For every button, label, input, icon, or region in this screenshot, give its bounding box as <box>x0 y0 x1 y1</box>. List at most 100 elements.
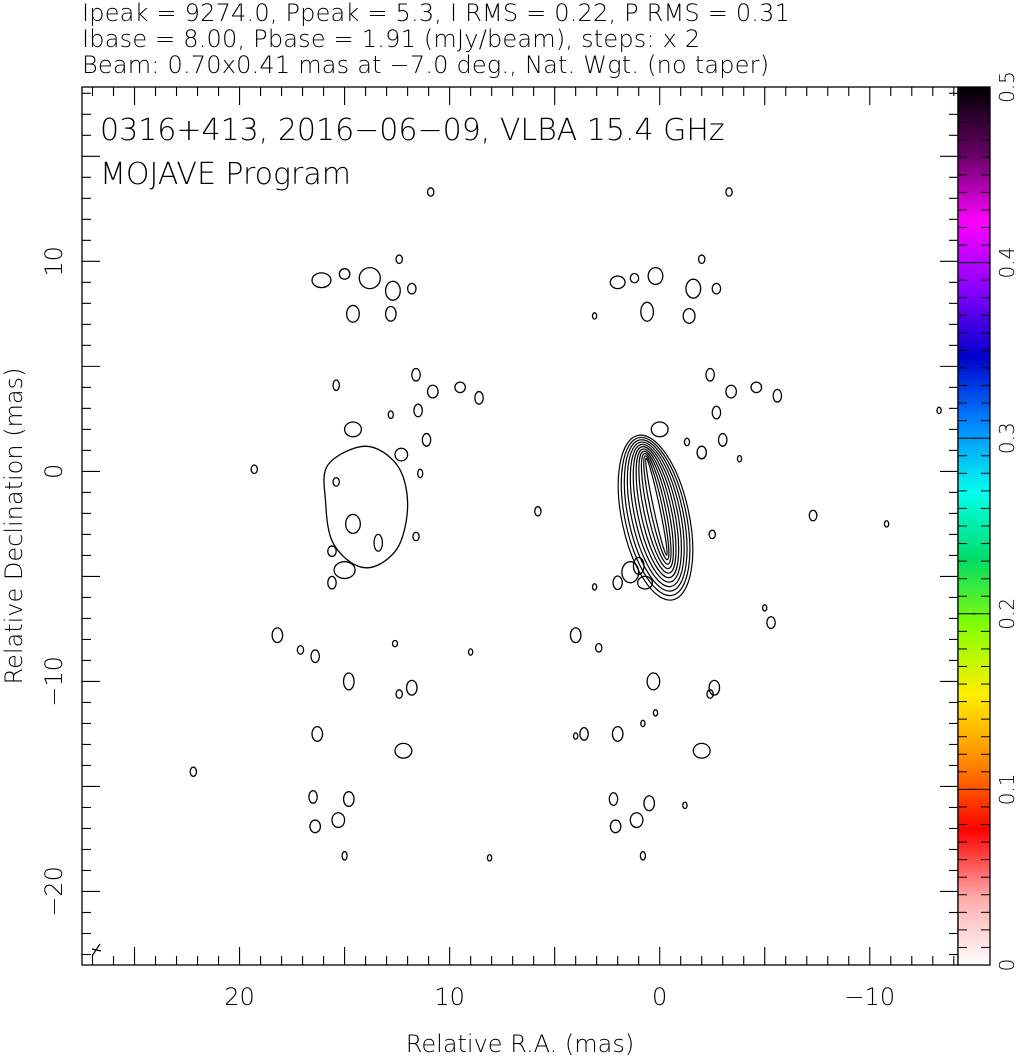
contour-blob <box>426 384 439 399</box>
contour-blob <box>705 367 715 382</box>
contour-blob <box>296 645 305 655</box>
contour-blob <box>612 575 623 591</box>
contour-blob <box>310 649 321 664</box>
contour-blob <box>609 275 626 290</box>
contour-blob <box>338 268 351 280</box>
beam-marker <box>91 943 102 957</box>
contour-blob <box>413 403 423 418</box>
contour-blob <box>643 795 656 812</box>
contour-blob <box>250 464 259 475</box>
axis-ticks <box>82 87 958 965</box>
contour-blob <box>766 616 776 630</box>
contour-blob <box>683 437 691 447</box>
contour-blob <box>467 648 474 656</box>
contour-blob <box>384 280 401 301</box>
axis-tick-labels: 20 10 0 −10 10 0 −10 −20 <box>40 246 895 1011</box>
contour-blob <box>391 639 399 648</box>
contour-blob <box>640 301 655 322</box>
y-tick-label: 10 <box>40 246 68 277</box>
contour-blob <box>341 850 348 861</box>
contour-blob <box>725 187 733 197</box>
contour-blob <box>344 513 361 535</box>
contours-layer <box>189 187 942 862</box>
contour-blob <box>725 384 738 399</box>
contour-blob <box>387 410 394 420</box>
contour-blob <box>936 406 942 415</box>
x-tick-label: 20 <box>224 983 255 1011</box>
contour-blob <box>591 312 598 320</box>
contour-blob <box>311 272 332 289</box>
x-tick-label: −10 <box>844 983 895 1011</box>
contour-blob <box>358 266 381 290</box>
contour-blob <box>332 379 340 392</box>
contour-blob <box>609 819 622 834</box>
contour-blob <box>685 278 702 299</box>
contour-blob <box>332 477 340 487</box>
contour-blob <box>611 725 624 742</box>
contour-blob <box>572 732 579 740</box>
contour-blob <box>639 850 647 861</box>
header-line-2: Ibase = 8.00, Pbase = 1.91 (mJy/beam), s… <box>82 25 701 53</box>
contour-blob <box>640 719 646 728</box>
contour-blob <box>717 432 728 447</box>
contour-blob <box>308 790 318 804</box>
contour-blob <box>682 801 688 810</box>
contour-blob <box>629 812 644 829</box>
contour-blob <box>761 604 768 612</box>
header-line-3: Beam: 0.70x0.41 mas at −7.0 deg., Nat. W… <box>82 51 770 79</box>
source-annotation: 0316+413, 2016−06−09, VLBA 15.4 GHz <box>100 113 725 148</box>
header: Ipeak = 9274.0, Ppeak = 5.3, I RMS = 0.2… <box>82 0 982 78</box>
contour-blob <box>426 187 435 197</box>
contour-blob <box>486 854 493 862</box>
x-tick-label: 0 <box>652 983 667 1011</box>
contour-blob <box>569 627 582 644</box>
contour-blob <box>692 742 711 759</box>
core-contour <box>632 446 680 579</box>
contour-blob <box>736 454 743 463</box>
core-contour <box>640 452 672 565</box>
contour-blob <box>411 367 421 382</box>
contour-blob <box>271 627 284 644</box>
contour-blob <box>808 509 818 522</box>
contour-blob <box>708 679 721 696</box>
core-contour <box>645 457 668 556</box>
contour-blob <box>405 679 418 696</box>
contour-blob <box>406 282 417 295</box>
contour-blob <box>395 254 404 265</box>
contour-blob <box>454 381 467 394</box>
plot-frame <box>81 86 959 966</box>
contour-blob <box>591 583 598 591</box>
y-tick-label: −20 <box>40 866 68 917</box>
contour-blob <box>629 272 640 284</box>
contour-blob <box>711 282 722 295</box>
contour-blob <box>327 545 337 558</box>
contour-blob <box>373 533 384 552</box>
contour-blob <box>189 766 198 778</box>
core-contour <box>626 441 685 588</box>
ghost-outer-contour <box>323 445 409 569</box>
contour-blob <box>697 254 706 265</box>
colorbar-tick-label: 0 <box>995 959 1019 972</box>
contour-blob <box>421 432 432 447</box>
contour-blob <box>342 672 355 691</box>
contour-blob <box>412 531 420 542</box>
contour-blob <box>346 304 360 323</box>
contour-blob <box>883 520 890 528</box>
contour-blob <box>652 709 659 717</box>
x-axis-label: Relative R.A. (mas) <box>406 1030 634 1058</box>
contour-blob <box>579 726 589 741</box>
x-tick-label: 10 <box>434 983 465 1011</box>
core-contour <box>623 439 688 592</box>
colorbar-tick-label: 0.1 <box>995 773 1019 805</box>
colorbar-tick-label: 0.5 <box>995 71 1019 103</box>
contour-blob <box>309 819 322 834</box>
contour-blob <box>706 689 714 699</box>
core-contour <box>635 448 677 574</box>
contour-blob <box>636 575 653 590</box>
y-axis-label: Relative Declination (mas) <box>0 367 28 684</box>
contour-blob <box>342 791 355 808</box>
contour-blob <box>621 561 640 584</box>
contour-blob <box>343 421 363 438</box>
contour-blob <box>750 381 763 394</box>
contour-blob <box>696 445 707 460</box>
